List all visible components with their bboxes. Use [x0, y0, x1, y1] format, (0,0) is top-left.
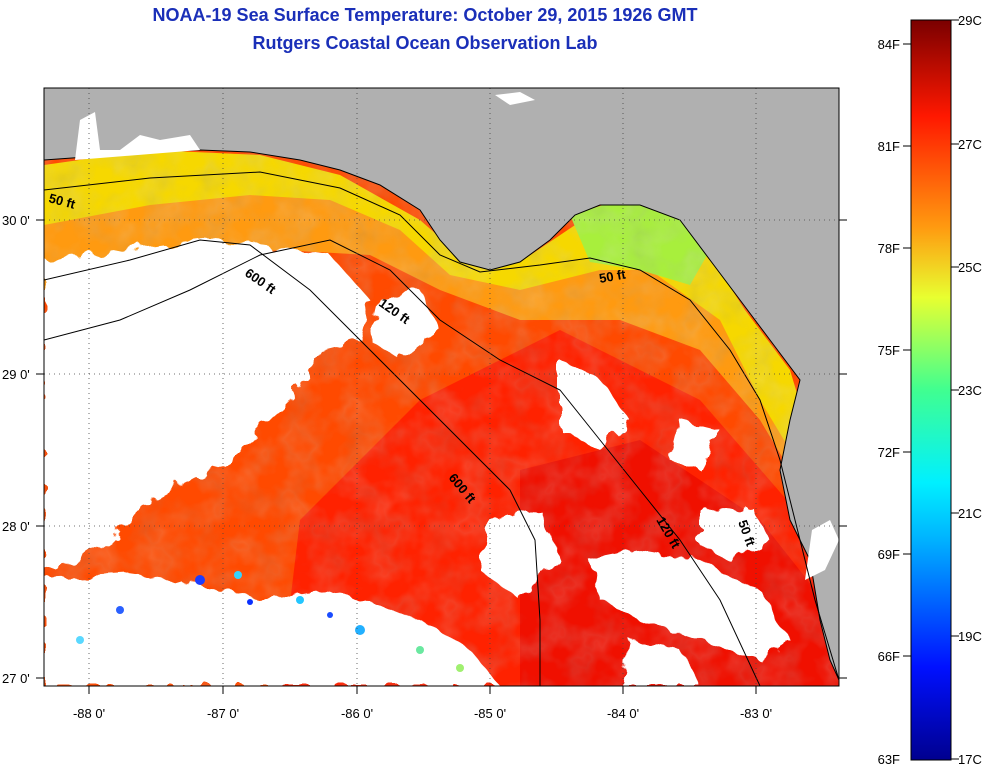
- longitude-label: -87 0': [207, 706, 239, 721]
- latitude-labels: 30 0' 29 0' 28 0' 27 0': [2, 213, 30, 686]
- longitude-label: -86 0': [341, 706, 373, 721]
- latitude-label: 30 0': [2, 213, 30, 228]
- longitude-labels: -88 0' -87 0' -86 0' -85 0' -84 0' -83 0…: [73, 706, 772, 721]
- depth-contours: [44, 171, 839, 686]
- contour-label: 50 ft: [598, 266, 628, 286]
- map-subtitle: Rutgers Coastal Ocean Observation Lab: [252, 33, 598, 53]
- fahrenheit-label: 66F: [878, 649, 900, 664]
- latitude-label: 29 0': [2, 367, 30, 382]
- fahrenheit-label: 72F: [878, 445, 900, 460]
- land-mass: [44, 88, 839, 681]
- cloud-cover: [44, 240, 790, 686]
- temperature-colorbar: [910, 19, 952, 761]
- plot-frame: [43, 87, 840, 687]
- cloud-edge-speckles: [76, 571, 464, 672]
- mobile-bay: [75, 112, 200, 160]
- latitude-label: 28 0': [2, 519, 30, 534]
- celsius-label: 25C: [958, 260, 982, 275]
- fahrenheit-labels: 84F 81F 78F 75F 72F 69F 66F 63F: [878, 37, 900, 767]
- celsius-label: 29C: [958, 13, 982, 28]
- latitude-label: 27 0': [2, 671, 30, 686]
- fahrenheit-label: 84F: [878, 37, 900, 52]
- colorbar-ticks: [903, 19, 959, 760]
- longitude-label: -88 0': [73, 706, 105, 721]
- fahrenheit-label: 63F: [878, 752, 900, 767]
- fahrenheit-label: 78F: [878, 241, 900, 256]
- celsius-label: 27C: [958, 137, 982, 152]
- celsius-label: 21C: [958, 506, 982, 521]
- celsius-label: 19C: [958, 629, 982, 644]
- celsius-label: 23C: [958, 383, 982, 398]
- inland-lake: [495, 92, 535, 105]
- celsius-labels: 29C 27C 25C 23C 21C 19C 17C: [958, 13, 982, 767]
- fahrenheit-label: 69F: [878, 547, 900, 562]
- axis-ticks: [36, 219, 847, 694]
- longitude-label: -85 0': [474, 706, 506, 721]
- celsius-label: 17C: [958, 752, 982, 767]
- tampa-bay: [805, 520, 839, 580]
- map-title: NOAA-19 Sea Surface Temperature: October…: [152, 5, 698, 25]
- fahrenheit-label: 75F: [878, 343, 900, 358]
- longitude-label: -83 0': [740, 706, 772, 721]
- fahrenheit-label: 81F: [878, 139, 900, 154]
- contour-label: 50 ft: [47, 190, 77, 212]
- longitude-label: -84 0': [607, 706, 639, 721]
